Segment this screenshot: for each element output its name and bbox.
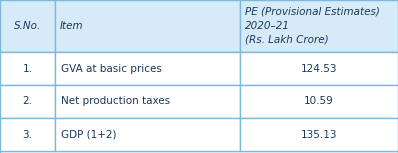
Text: GDP (1+2): GDP (1+2) — [61, 129, 117, 140]
Text: Net production taxes: Net production taxes — [61, 97, 170, 106]
Text: 124.53: 124.53 — [301, 63, 337, 73]
Text: 1.: 1. — [23, 63, 33, 73]
Bar — [0, 52, 55, 85]
Bar — [55, 0, 240, 52]
Bar — [55, 52, 240, 85]
Text: Item: Item — [60, 21, 84, 31]
Text: S.No.: S.No. — [14, 21, 41, 31]
Bar — [0, 0, 55, 52]
Bar — [240, 85, 398, 118]
Text: 2.: 2. — [23, 97, 33, 106]
Text: 10.59: 10.59 — [304, 97, 334, 106]
Text: 135.13: 135.13 — [301, 129, 337, 140]
Bar — [240, 118, 398, 151]
Bar — [55, 85, 240, 118]
Bar — [240, 52, 398, 85]
Bar — [0, 85, 55, 118]
Bar — [240, 0, 398, 52]
Bar — [55, 118, 240, 151]
Text: 3.: 3. — [23, 129, 33, 140]
Bar — [0, 118, 55, 151]
Text: GVA at basic prices: GVA at basic prices — [61, 63, 162, 73]
Text: PE (Provisional Estimates)
2020–21
(Rs. Lakh Crore): PE (Provisional Estimates) 2020–21 (Rs. … — [245, 7, 380, 45]
